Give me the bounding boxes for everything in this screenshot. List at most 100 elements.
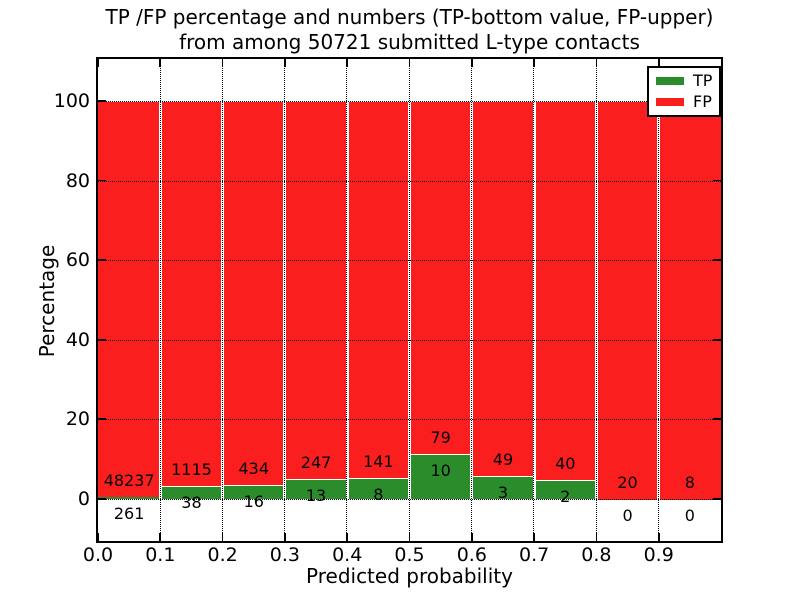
bar-tp-segment [473, 476, 533, 499]
x-gridline [595, 59, 597, 541]
tp-count-label: 261 [113, 503, 145, 523]
tp-count-label: 0 [622, 506, 633, 525]
x-tick-mark [657, 533, 660, 541]
fp-count-label: 79 [430, 428, 451, 448]
y-tick-label: 20 [65, 408, 90, 431]
legend-item-tp: TP [656, 73, 712, 89]
x-gridline [533, 59, 535, 541]
x-gridline [408, 59, 410, 541]
x-tick-mark [470, 533, 473, 541]
x-gridline [284, 59, 286, 541]
y-tick-mark [98, 338, 106, 341]
legend-item-fp: FP [656, 94, 712, 110]
bar-fp-segment [286, 101, 346, 481]
bar-tp-segment [161, 485, 222, 499]
x-tick-mark [97, 533, 99, 541]
fp-count-label: 1115 [171, 459, 212, 479]
x-tick-mark [221, 533, 224, 541]
bar-tp-segment [348, 477, 408, 499]
x-tick-mark [533, 533, 535, 541]
bar-tp-segment [98, 496, 159, 499]
y-tick-mark [98, 418, 106, 421]
x-tick-mark [595, 533, 598, 541]
tp-count-label: 38 [181, 492, 202, 512]
fp-count-label: 49 [492, 450, 514, 470]
x-tick-mark [284, 533, 286, 541]
fp-count-label: 48237 [103, 470, 155, 490]
tp-count-label: 13 [305, 486, 327, 506]
bar-fp-segment [224, 101, 284, 486]
y-tick-label: 100 [53, 90, 90, 112]
x-gridline [221, 59, 223, 541]
x-tick-label: 0.3 [269, 544, 300, 566]
legend-swatch-fp [656, 98, 684, 106]
tp-count-label: 16 [243, 491, 264, 511]
bar-tp-segment [535, 480, 595, 499]
bar-fp-segment [161, 101, 222, 487]
bar-tp-segment [286, 479, 346, 499]
x-gridline [159, 59, 161, 541]
legend: TP FP [647, 66, 722, 117]
x-gridline [346, 59, 348, 541]
bar-tp-segment [224, 484, 284, 499]
x-tick-mark-top [284, 59, 286, 67]
tp-count-label: 3 [497, 483, 509, 503]
legend-label-tp: TP [693, 71, 713, 90]
x-tick-mark-top [97, 59, 99, 67]
x-tick-label: 0.8 [581, 544, 612, 566]
bar-tp-segment [411, 454, 471, 499]
x-tick-label: 0.5 [394, 544, 425, 566]
x-tick-mark-top [657, 59, 660, 67]
x-axis-label: Predicted probability [306, 564, 513, 588]
x-tick-label: 0.0 [82, 544, 114, 566]
x-tick-mark-top [346, 59, 349, 67]
x-tick-label: 0.1 [145, 544, 176, 566]
legend-swatch-tp [656, 77, 684, 85]
x-tick-mark-top [533, 59, 535, 67]
x-tick-mark-top [408, 59, 411, 67]
x-tick-label: 0.4 [332, 544, 363, 566]
fp-count-label: 434 [238, 458, 270, 478]
plot-area: 48237 261 1115 38 434 16 247 13 141 8 79 10 49 3 40 2 20… [96, 57, 723, 543]
x-tick-mark-top [470, 59, 473, 67]
x-tick-mark [159, 533, 162, 541]
x-gridline [471, 59, 472, 541]
tp-count-label: 8 [373, 484, 384, 504]
x-tick-mark [346, 533, 349, 541]
fp-count-label: 20 [617, 473, 638, 492]
tp-count-label: 2 [560, 487, 571, 507]
y-tick-mark-right [713, 179, 721, 182]
y-tick-mark [98, 498, 106, 500]
y-tick-mark [98, 179, 106, 182]
y-tick-mark [98, 100, 106, 102]
x-tick-label: 0.9 [643, 544, 674, 566]
y-tick-mark-right [713, 498, 721, 500]
fp-count-label: 40 [555, 454, 576, 474]
chart-title-line1: TP /FP percentage and numbers (TP-bottom… [105, 5, 714, 29]
x-tick-mark [408, 533, 411, 541]
x-tick-label: 0.2 [207, 544, 238, 566]
x-tick-mark-top [159, 59, 162, 67]
bar-fp-segment [98, 101, 159, 498]
y-tick-label: 80 [65, 169, 90, 192]
x-tick-label: 0.7 [518, 544, 550, 566]
y-tick-mark-right [713, 338, 721, 341]
chart-title-line2: from among 50721 submitted L-type contac… [179, 30, 640, 54]
fp-count-label: 8 [684, 473, 695, 492]
y-tick-label: 60 [65, 249, 90, 272]
y-tick-label: 0 [77, 488, 90, 510]
bar-fp-segment [597, 101, 658, 500]
bar-fp-segment [348, 101, 408, 479]
bar-fp-segment [535, 101, 595, 482]
x-gridline [657, 59, 659, 541]
x-tick-mark-top [595, 59, 598, 67]
x-tick-label: 0.6 [456, 544, 487, 566]
fp-count-label: 141 [363, 451, 394, 471]
bar-fp-segment [473, 101, 533, 478]
tp-count-label: 10 [430, 461, 451, 481]
y-tick-mark-right [713, 259, 721, 261]
legend-label-fp: FP [693, 92, 712, 111]
bar-fp-segment [660, 101, 721, 500]
tp-count-label: 0 [684, 506, 695, 525]
